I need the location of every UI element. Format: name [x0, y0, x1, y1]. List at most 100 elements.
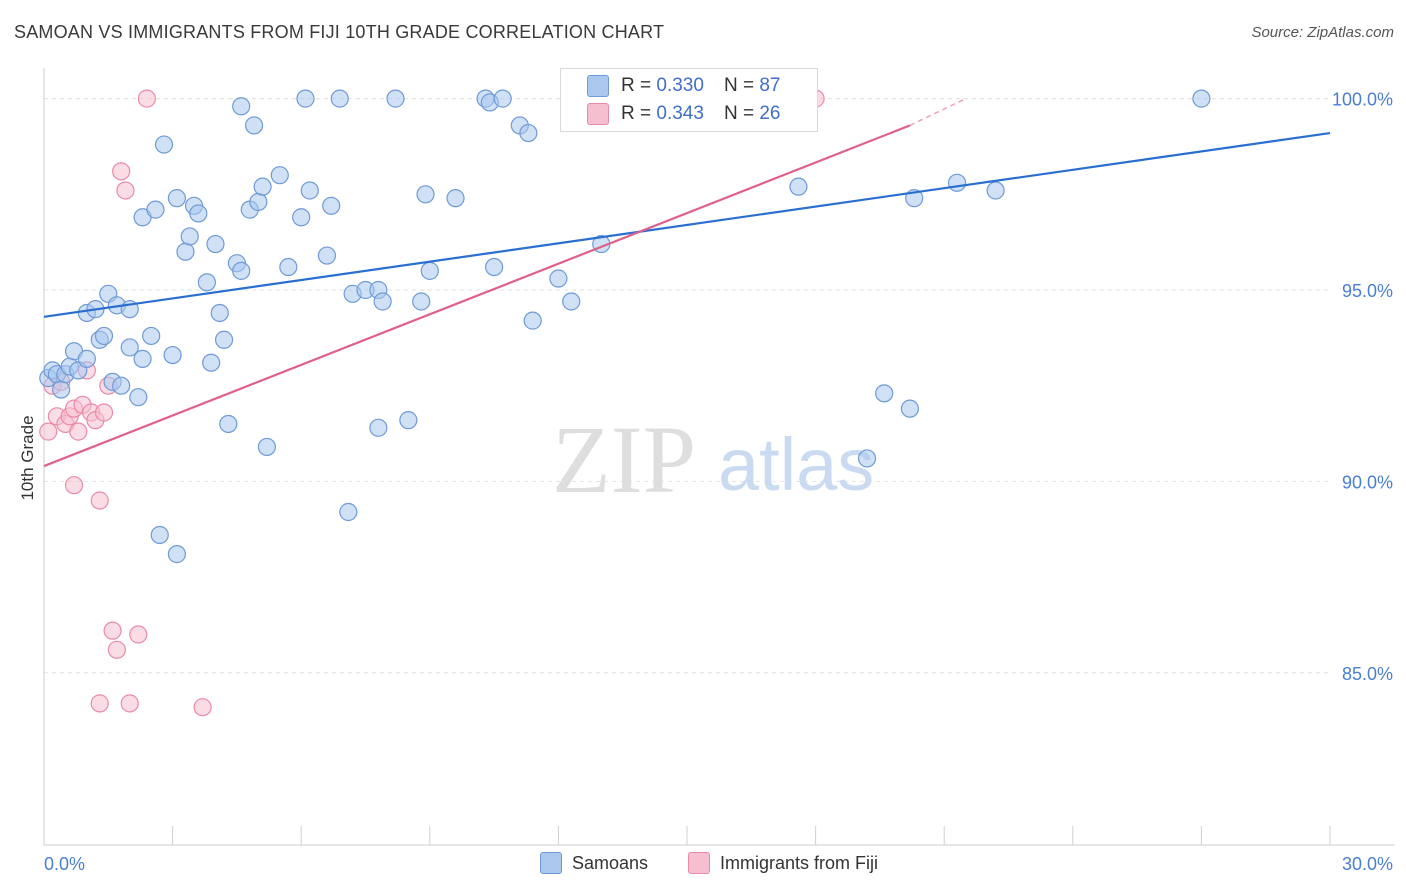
- samoan-point: [94, 326, 114, 346]
- samoan-point: [253, 177, 272, 196]
- samoan-point: [142, 326, 161, 346]
- samoan-point: [120, 338, 139, 357]
- samoan-point: [789, 177, 808, 196]
- samoan-point: [210, 303, 229, 323]
- samoan-point: [77, 349, 96, 368]
- axes: [43, 68, 1395, 846]
- samoan-point: [167, 189, 186, 208]
- y-tick-label: 100.0%: [1332, 90, 1393, 110]
- samoan-point: [1192, 89, 1211, 108]
- fiji-legend-swatch: [688, 852, 710, 874]
- samoan-point: [369, 418, 388, 437]
- fiji-point: [94, 403, 114, 422]
- samoan-point: [279, 257, 298, 277]
- samoans-trend-line: [43, 131, 1331, 318]
- fiji-point: [137, 89, 156, 108]
- samoan-point: [493, 89, 512, 108]
- grid-lines: [44, 98, 1330, 674]
- fiji-trend-line: [43, 124, 911, 468]
- samoan-point: [206, 234, 225, 254]
- fiji-point: [116, 181, 135, 200]
- samoan-point: [257, 437, 277, 457]
- samoan-point: [232, 97, 251, 116]
- series-fiji-points: [39, 89, 825, 717]
- samoan-point: [176, 242, 195, 261]
- y-tick-label: 85.0%: [1342, 664, 1393, 684]
- samoan-point: [485, 257, 504, 277]
- samoan-point: [562, 292, 581, 311]
- n-value: 87: [759, 75, 781, 96]
- samoan-point: [549, 269, 568, 288]
- fiji-point: [69, 422, 88, 441]
- samoan-point: [232, 261, 251, 280]
- samoan-point: [202, 353, 221, 372]
- samoan-point: [947, 173, 967, 192]
- fiji-point: [90, 694, 109, 713]
- x-tick-label: 30.0%: [1342, 854, 1393, 874]
- samoan-point: [296, 89, 315, 108]
- r-label: R =: [621, 103, 652, 124]
- x-tick-label: 0.0%: [44, 854, 85, 874]
- samoan-point: [189, 204, 208, 223]
- samoan-point: [154, 135, 174, 154]
- n-label: N =: [723, 75, 755, 96]
- watermark-zip: ZIP: [552, 406, 696, 513]
- samoan-point: [150, 525, 169, 545]
- samoan-point: [219, 414, 238, 434]
- fiji-point: [129, 625, 148, 644]
- fiji-point: [90, 491, 109, 510]
- samoan-point: [129, 388, 148, 407]
- samoans-swatch: [587, 75, 609, 97]
- samoan-point: [900, 399, 920, 418]
- legend-samoans: Samoans: [540, 852, 648, 874]
- samoan-point: [52, 380, 71, 399]
- fiji-swatch: [587, 103, 609, 125]
- legend-fiji: Immigrants from Fiji: [688, 852, 878, 874]
- samoan-point: [146, 200, 165, 219]
- samoan-point: [249, 192, 268, 212]
- samoan-point: [167, 545, 186, 564]
- samoan-point: [523, 311, 542, 330]
- legend-row-samoans: R = 0.330 N = 87: [587, 73, 780, 99]
- samoan-point: [420, 261, 439, 280]
- samoan-point: [857, 449, 877, 468]
- samoan-point: [986, 181, 1005, 200]
- r-label: R =: [621, 75, 652, 96]
- fiji-point: [103, 621, 122, 640]
- samoan-point: [163, 345, 182, 365]
- fiji-point: [193, 698, 212, 717]
- samoans-legend-swatch: [540, 852, 562, 874]
- samoan-point: [373, 292, 392, 311]
- samoan-point: [292, 208, 311, 227]
- axis-labels: 100.0% 95.0% 90.0% 85.0% 0.0% 30.0%: [44, 90, 1393, 874]
- samoan-point: [339, 502, 358, 522]
- fiji-point: [64, 476, 84, 495]
- samoan-point: [133, 349, 152, 368]
- samoan-point: [244, 116, 264, 135]
- y-tick-label: 95.0%: [1342, 281, 1393, 301]
- samoan-point: [197, 273, 216, 292]
- y-axis-title: 10th Grade: [18, 415, 37, 500]
- samoan-point: [519, 123, 538, 143]
- samoan-point: [180, 227, 199, 246]
- fiji-point: [107, 640, 126, 659]
- samoan-point: [322, 196, 341, 215]
- trend-lines: [43, 97, 1331, 468]
- r-value: 0.343: [656, 103, 704, 124]
- fiji-trend-extension: [909, 97, 966, 127]
- source-credit: Source: ZipAtlas.com: [1251, 24, 1394, 41]
- samoan-point: [270, 166, 289, 185]
- legend-row-fiji: R = 0.343 N = 26: [587, 101, 780, 127]
- r-value: 0.330: [656, 75, 704, 96]
- chart-title: SAMOAN VS IMMIGRANTS FROM FIJI 10TH GRAD…: [14, 22, 665, 42]
- samoan-point: [330, 89, 349, 108]
- samoan-point: [317, 246, 337, 265]
- samoan-point: [399, 411, 418, 430]
- fiji-point: [120, 694, 139, 713]
- samoan-point: [300, 181, 319, 200]
- n-label: N =: [723, 103, 755, 124]
- samoan-point: [112, 376, 131, 395]
- samoans-legend-label: Samoans: [572, 852, 649, 873]
- fiji-legend-label: Immigrants from Fiji: [720, 852, 879, 873]
- n-value: 26: [759, 103, 781, 124]
